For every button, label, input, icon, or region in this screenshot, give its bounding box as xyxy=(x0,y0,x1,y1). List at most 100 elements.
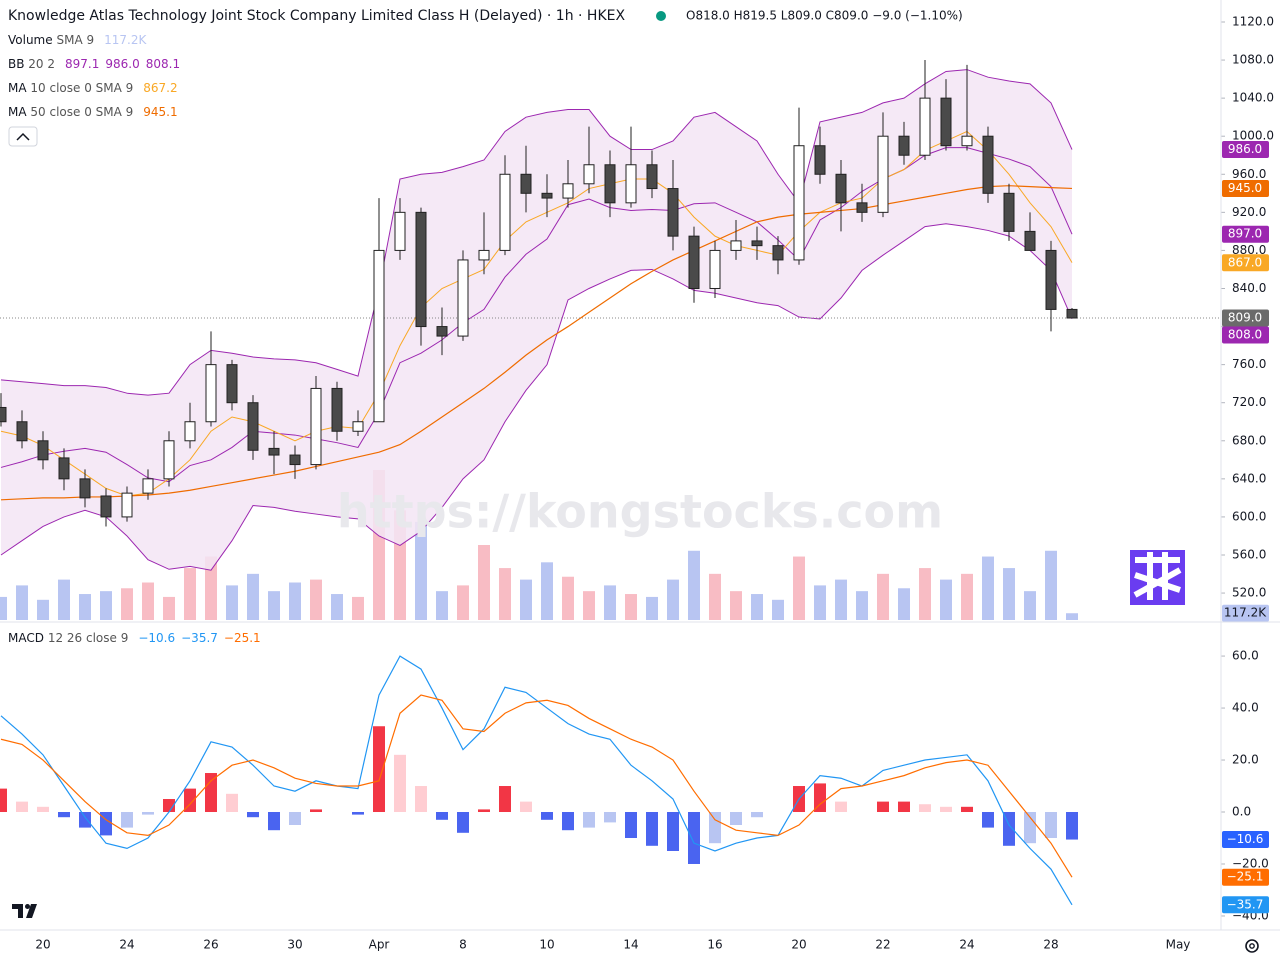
volume-bar xyxy=(289,582,301,620)
volume-bar xyxy=(709,573,721,620)
candle-body xyxy=(835,173,847,204)
x-tick-label: 16 xyxy=(707,938,722,952)
macd-histogram-bar xyxy=(79,812,91,828)
x-tick-label: 10 xyxy=(539,938,554,952)
y-tick-label: 920.0 xyxy=(1232,205,1266,219)
candle-body xyxy=(394,211,406,251)
x-tick-label: 30 xyxy=(287,938,302,952)
price-tag xyxy=(1222,254,1269,272)
legend-ma10: MA 10 close 0 SMA 9 867.2 xyxy=(8,81,178,95)
macd-histogram-bar xyxy=(184,788,196,813)
candle-body xyxy=(247,402,259,451)
y-tick-label: 760.0 xyxy=(1232,357,1266,371)
macd-histogram-bar xyxy=(1003,812,1015,846)
volume-bar xyxy=(1024,591,1036,620)
y-tick-label: −20.0 xyxy=(1232,856,1269,870)
candle-body xyxy=(751,240,763,247)
price-tag-label: 945.0 xyxy=(1228,181,1262,195)
macd-histogram-bar xyxy=(373,726,385,813)
candle-body xyxy=(37,440,49,461)
price-tag xyxy=(1222,225,1269,243)
volume-bar xyxy=(814,585,826,620)
legend-value: 897.1 xyxy=(65,57,99,71)
price-tag xyxy=(1222,141,1269,159)
legend-value: 117.2K xyxy=(104,33,147,47)
macd-histogram-bar xyxy=(268,812,280,831)
macd-histogram-bar xyxy=(394,754,406,813)
volume-bar xyxy=(541,562,553,620)
macd-histogram-bar xyxy=(814,783,826,813)
legend-ma50: MA 50 close 0 SMA 9 945.1 xyxy=(8,105,178,119)
macd-histogram-bar xyxy=(1024,812,1036,844)
logo-pattern xyxy=(1133,552,1182,600)
tradingview-logo[interactable] xyxy=(12,904,37,918)
candle-body xyxy=(184,421,196,442)
y-tick-label: 680.0 xyxy=(1232,433,1266,447)
legend-value: −35.7 xyxy=(181,631,218,645)
candle-body xyxy=(1024,230,1036,251)
legend-value: 808.1 xyxy=(146,57,180,71)
macd-histogram-bar xyxy=(541,812,553,820)
ohlc-text: O818.0 H819.5 L809.0 C809.0 −9.0 (−1.10%… xyxy=(686,9,963,23)
volume-tag xyxy=(1222,604,1269,622)
volume-bar xyxy=(247,573,259,620)
x-tick-label: Apr xyxy=(369,938,390,952)
volume-bar xyxy=(58,579,70,620)
macd-histogram-bar xyxy=(436,812,448,820)
macd-histogram-bar xyxy=(667,812,679,851)
candle-body xyxy=(121,492,133,518)
volume-bar xyxy=(142,582,154,620)
candle-body xyxy=(100,495,112,518)
volume-bar xyxy=(79,594,91,620)
macd-tag xyxy=(1222,868,1269,886)
y-tick-label: 1120.0 xyxy=(1232,14,1274,28)
candle-body xyxy=(268,447,280,456)
volume-bar xyxy=(625,594,637,620)
candle-body xyxy=(667,188,679,237)
volume-bar xyxy=(37,599,49,620)
macd-histogram-bar xyxy=(877,801,889,813)
legend-params: SMA 9 xyxy=(56,33,94,47)
candle-body xyxy=(142,478,154,494)
candle-body xyxy=(814,145,826,175)
macd-histogram-bar xyxy=(982,812,994,828)
macd-histogram-bar xyxy=(37,806,49,813)
candle-body xyxy=(982,135,994,194)
candle-body xyxy=(772,245,784,261)
candle-body xyxy=(0,406,7,423)
y-tick-label: 840.0 xyxy=(1232,281,1266,295)
candle-body xyxy=(205,364,217,423)
candle-body xyxy=(436,326,448,337)
macd-histogram-bar xyxy=(478,809,490,813)
volume-bar xyxy=(499,568,511,620)
volume-bar xyxy=(856,591,868,620)
candle-body xyxy=(898,135,910,156)
candle-body xyxy=(961,135,973,147)
legend-value: 867.2 xyxy=(143,81,177,95)
macd-histogram-bar xyxy=(940,806,952,813)
volume-bar xyxy=(562,576,574,620)
candle-body xyxy=(604,164,616,204)
collapse-button[interactable] xyxy=(8,126,38,147)
volume-bar xyxy=(205,556,217,620)
x-tick-label: 24 xyxy=(959,938,974,952)
y-tick-label: 880.0 xyxy=(1232,243,1266,257)
volume-bar xyxy=(604,585,616,620)
volume-bar xyxy=(835,579,847,620)
volume-bar xyxy=(163,596,175,620)
y-tick-label: 60.0 xyxy=(1232,649,1259,663)
macd-histogram-bar xyxy=(961,806,973,813)
candle-body xyxy=(289,454,301,466)
volume-bar xyxy=(226,585,238,620)
legend-params: 20 2 xyxy=(28,57,55,71)
candle-body xyxy=(793,145,805,261)
macd-histogram-bar xyxy=(520,801,532,813)
candle-body xyxy=(583,164,595,185)
x-tick-label: May xyxy=(1166,938,1191,952)
volume-bar xyxy=(1066,613,1078,620)
candle-body xyxy=(478,249,490,261)
legend-params: 50 close 0 SMA 9 xyxy=(30,105,133,119)
settings-button[interactable] xyxy=(1245,939,1259,953)
volume-bar xyxy=(898,588,910,620)
volume-bar xyxy=(520,579,532,620)
